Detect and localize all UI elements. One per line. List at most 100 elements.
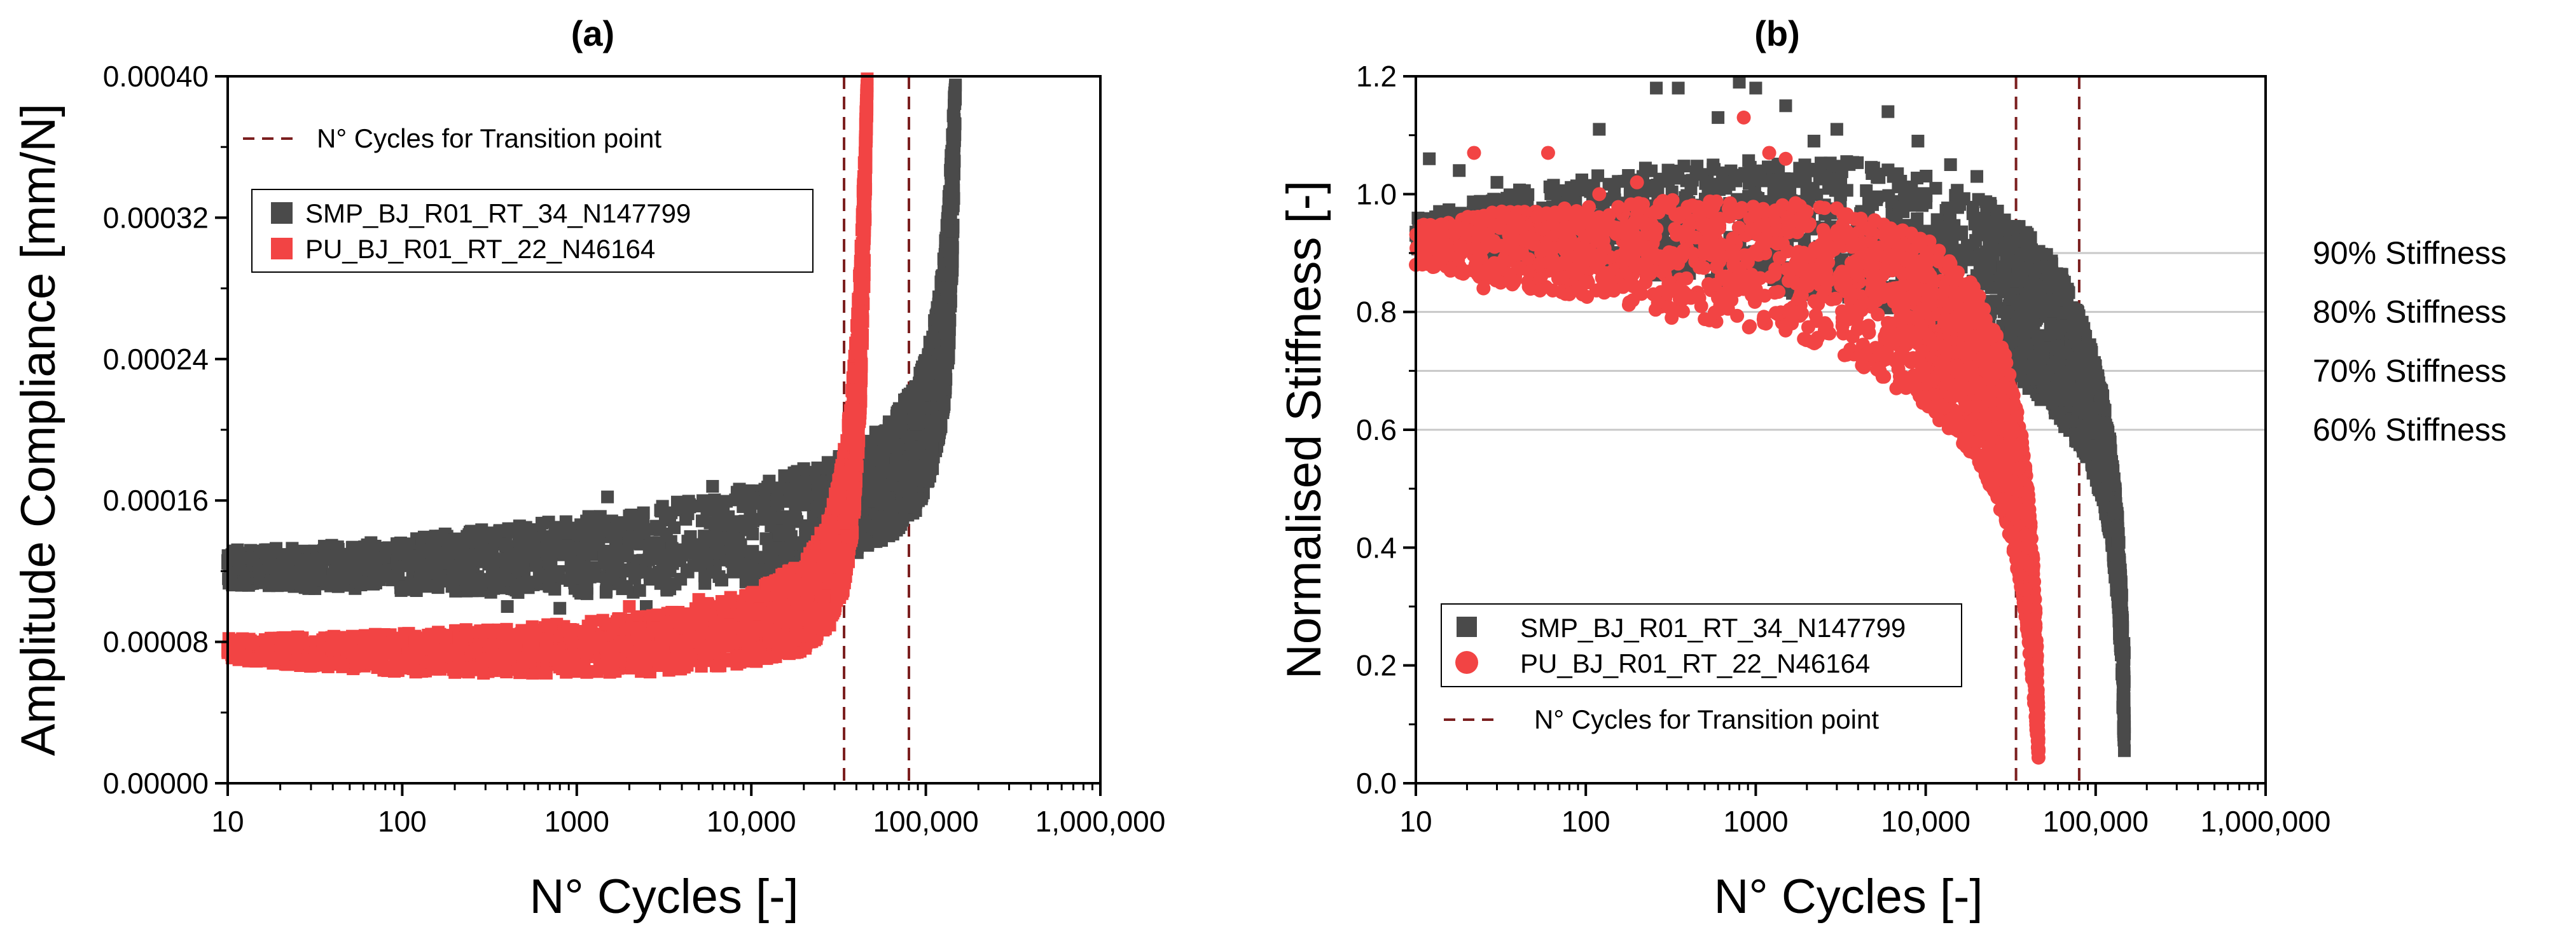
- data-point: [606, 562, 619, 575]
- data-point: [447, 572, 460, 586]
- data-point: [943, 203, 956, 217]
- data-point: [548, 582, 562, 596]
- data-point: [716, 640, 729, 653]
- data-point: [454, 537, 467, 551]
- data-point: [948, 86, 961, 100]
- data-point: [539, 666, 553, 680]
- data-point: [892, 438, 905, 451]
- data-point: [577, 625, 590, 638]
- data-point: [418, 565, 431, 578]
- data-point: [252, 565, 265, 578]
- data-point: [925, 401, 939, 415]
- data-point: [757, 551, 770, 564]
- data-point: [474, 577, 488, 591]
- data-point: [948, 154, 961, 168]
- data-point: [907, 402, 920, 415]
- data-point: [474, 554, 487, 567]
- data-point: [663, 511, 676, 524]
- data-point: [744, 547, 758, 560]
- data-point: [877, 445, 890, 458]
- data-point: [527, 531, 540, 545]
- data-point: [535, 516, 548, 530]
- data-point: [940, 327, 953, 340]
- data-point: [398, 580, 412, 594]
- data-point: [902, 497, 915, 510]
- data-point: [773, 541, 787, 554]
- data-point: [798, 482, 812, 495]
- data-point: [508, 556, 521, 569]
- data-point: [924, 422, 938, 435]
- data-point: [789, 501, 802, 514]
- data-point: [235, 579, 248, 592]
- data-point: [413, 575, 427, 588]
- data-point: [700, 504, 714, 517]
- data-point: [490, 567, 503, 580]
- data-point: [934, 301, 948, 314]
- data-point: [469, 645, 483, 659]
- data-point: [324, 579, 338, 593]
- data-point: [301, 553, 314, 566]
- data-point: [815, 476, 828, 489]
- data-point: [600, 584, 613, 597]
- data-point: [580, 514, 593, 528]
- data-point: [280, 572, 294, 585]
- data-point: [618, 549, 631, 563]
- data-point: [516, 576, 530, 589]
- data-point: [916, 462, 929, 475]
- data-point: [815, 462, 828, 475]
- data-point: [400, 547, 413, 561]
- data-point: [908, 415, 921, 428]
- data-point: [854, 243, 868, 257]
- data-point: [601, 490, 614, 504]
- data-point: [495, 655, 509, 668]
- data-point: [656, 500, 669, 513]
- data-point: [548, 566, 562, 580]
- data-point: [476, 662, 489, 676]
- data-point: [651, 544, 664, 558]
- data-point: [733, 483, 746, 496]
- data-point: [582, 532, 595, 545]
- data-point: [637, 512, 650, 526]
- data-point: [354, 575, 368, 589]
- data-point: [725, 553, 738, 566]
- data-point: [268, 559, 281, 572]
- data-point: [501, 600, 514, 613]
- data-point: [726, 542, 739, 556]
- data-point: [490, 527, 503, 540]
- data-point: [578, 582, 592, 596]
- data-point: [308, 564, 322, 577]
- data-point: [553, 601, 567, 615]
- data-point: [941, 356, 955, 369]
- data-point: [427, 549, 441, 562]
- data-point: [599, 641, 613, 655]
- data-point: [670, 495, 684, 509]
- data-point: [469, 532, 482, 545]
- data-point: [577, 572, 590, 585]
- data-point: [739, 617, 752, 630]
- data-point: [288, 549, 301, 562]
- data-point: [516, 532, 530, 545]
- data-point: [770, 511, 784, 524]
- data-point: [941, 343, 954, 357]
- data-point: [770, 493, 784, 507]
- data-point: [304, 579, 317, 592]
- data-point: [373, 565, 386, 578]
- data-point: [882, 491, 896, 505]
- data-point: [608, 545, 621, 559]
- data-point: [747, 514, 760, 528]
- data-point: [758, 495, 771, 508]
- data-point: [726, 531, 740, 544]
- data-point: [894, 420, 907, 433]
- data-point: [898, 483, 911, 496]
- data-point: [622, 565, 635, 578]
- data-point: [585, 547, 598, 561]
- data-point: [550, 545, 564, 558]
- data-point: [855, 254, 868, 268]
- data-point: [674, 551, 687, 565]
- data-point: [683, 500, 696, 514]
- data-point: [564, 574, 577, 587]
- data-point: [636, 554, 649, 567]
- data-point: [861, 72, 874, 86]
- data-point: [859, 147, 872, 160]
- data-point: [499, 524, 513, 538]
